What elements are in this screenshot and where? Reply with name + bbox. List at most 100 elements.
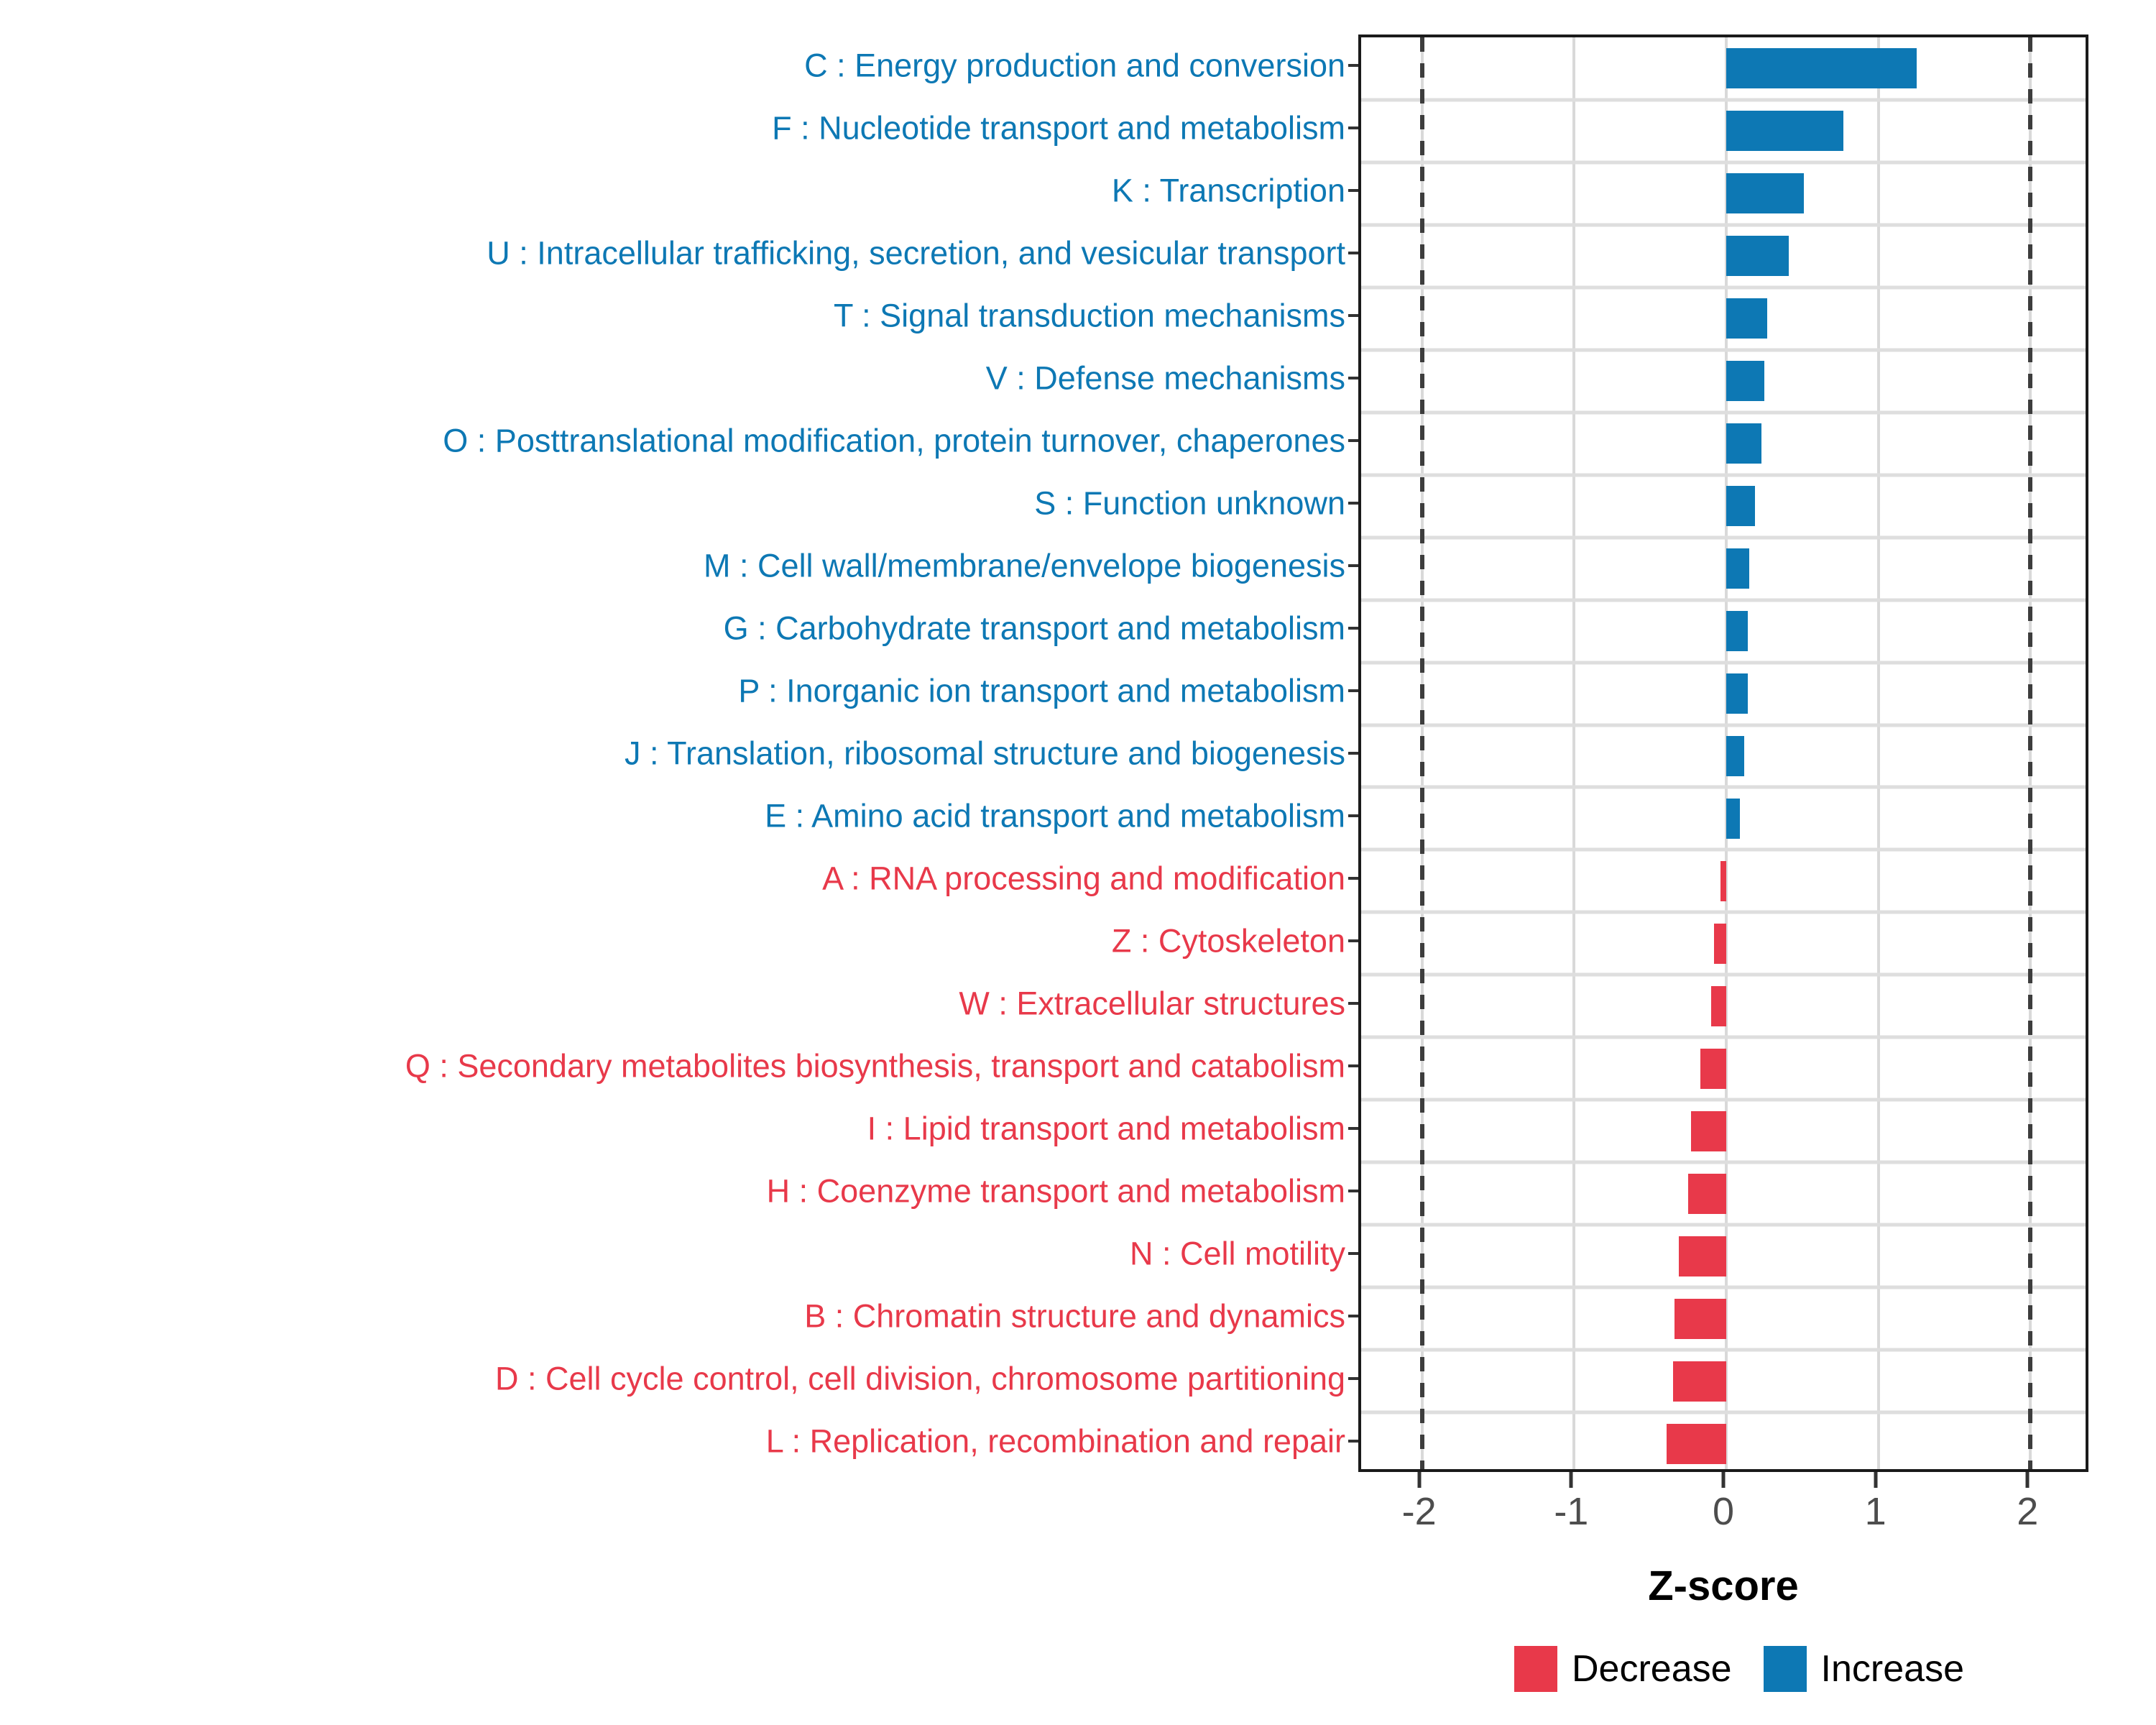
bar — [1726, 236, 1789, 277]
category-label: F : Nucleotide transport and metabolism — [772, 109, 1345, 147]
bar — [1726, 673, 1748, 714]
plot-panel — [1358, 34, 2088, 1472]
gridline-horizontal — [1361, 1160, 2086, 1164]
gridline-horizontal — [1361, 285, 2086, 290]
y-axis-tick — [1348, 1001, 1358, 1005]
gridline-vertical — [1876, 37, 1880, 1469]
category-label: W : Extracellular structures — [959, 985, 1345, 1022]
x-axis-tick — [1874, 1472, 1878, 1488]
bar — [1726, 486, 1756, 527]
gridline-horizontal — [1361, 1035, 2086, 1039]
category-label: L : Replication, recombination and repai… — [765, 1422, 1345, 1460]
bar — [1726, 173, 1804, 214]
gridline-horizontal — [1361, 598, 2086, 602]
gridline-horizontal — [1361, 348, 2086, 352]
y-axis-tick — [1348, 64, 1358, 68]
bar — [1720, 860, 1726, 901]
bar — [1710, 985, 1726, 1026]
x-axis-tick-label: -1 — [1554, 1490, 1589, 1533]
x-axis-tick-label: 0 — [1712, 1490, 1735, 1533]
gridline-horizontal — [1361, 473, 2086, 477]
gridline-horizontal — [1361, 1348, 2086, 1352]
category-label: T : Signal transduction mechanisms — [833, 297, 1345, 334]
bar — [1714, 923, 1726, 964]
bar — [1726, 548, 1749, 589]
category-label: Q : Secondary metabolites biosynthesis, … — [405, 1047, 1345, 1085]
category-label: G : Carbohydrate transport and metabolis… — [723, 610, 1345, 647]
bar — [1726, 48, 1917, 89]
gridline-horizontal — [1361, 1285, 2086, 1289]
y-axis-tick — [1348, 1439, 1358, 1443]
y-axis-tick — [1348, 1376, 1358, 1380]
bar — [1726, 611, 1748, 652]
category-label: E : Amino acid transport and metabolism — [765, 797, 1345, 834]
legend-item[interactable]: Decrease — [1514, 1646, 1732, 1692]
category-label: P : Inorganic ion transport and metaboli… — [738, 672, 1345, 709]
y-axis-tick — [1348, 752, 1358, 755]
x-axis-tick-label: -2 — [1401, 1490, 1437, 1533]
category-label: S : Function unknown — [1034, 484, 1345, 522]
x-axis-tick-label: 2 — [2017, 1490, 2039, 1533]
gridline-horizontal — [1361, 785, 2086, 789]
category-label: N : Cell motility — [1129, 1235, 1345, 1272]
bar — [1726, 361, 1764, 402]
bar — [1700, 1048, 1726, 1089]
category-label: B : Chromatin structure and dynamics — [804, 1297, 1345, 1335]
bar — [1667, 1423, 1726, 1464]
legend-swatch — [1763, 1646, 1807, 1692]
gridline-horizontal — [1361, 1098, 2086, 1102]
plot-panel-inner — [1361, 37, 2086, 1469]
y-axis-tick — [1348, 502, 1358, 505]
y-axis-tick — [1348, 314, 1358, 318]
gridline-horizontal — [1361, 910, 2086, 914]
chart-legend: Decrease Increase — [1358, 1640, 2120, 1698]
y-axis-tick — [1348, 189, 1358, 193]
category-label: C : Energy production and conversion — [804, 47, 1345, 84]
y-axis-tick — [1348, 126, 1358, 130]
category-label: D : Cell cycle control, cell division, c… — [495, 1360, 1345, 1397]
category-label: A : RNA processing and modification — [822, 860, 1345, 897]
bar — [1726, 111, 1843, 152]
x-axis-tick — [2025, 1472, 2030, 1488]
x-axis-tick — [1721, 1472, 1726, 1488]
y-axis-tick — [1348, 689, 1358, 693]
category-label: O : Posttranslational modification, prot… — [443, 422, 1345, 459]
y-axis-tick — [1348, 1189, 1358, 1192]
y-axis-tick — [1348, 1126, 1358, 1130]
legend-item[interactable]: Increase — [1763, 1646, 1964, 1692]
category-label: K : Transcription — [1111, 172, 1345, 209]
category-label: M : Cell wall/membrane/envelope biogenes… — [704, 547, 1345, 584]
gridline-horizontal — [1361, 847, 2086, 852]
reference-line — [2028, 37, 2033, 1469]
gridline-horizontal — [1361, 98, 2086, 102]
reference-line — [1419, 37, 1424, 1469]
bar — [1726, 298, 1768, 339]
category-label: H : Coenzyme transport and metabolism — [766, 1172, 1345, 1210]
x-axis-title: Z-score — [1648, 1563, 1799, 1609]
y-axis-tick — [1348, 564, 1358, 568]
x-axis-tick — [1417, 1472, 1422, 1488]
category-label: J : Translation, ribosomal structure and… — [624, 735, 1345, 772]
y-axis-tick — [1348, 252, 1358, 255]
x-axis: -2 -1 0 1 2 — [1358, 1472, 2088, 1565]
y-axis-tick — [1348, 1251, 1358, 1255]
bar — [1672, 1361, 1726, 1402]
y-axis-tick — [1348, 814, 1358, 817]
gridline-vertical — [1572, 37, 1576, 1469]
gridline-horizontal — [1361, 535, 2086, 540]
gridline-horizontal — [1361, 160, 2086, 165]
gridline-horizontal — [1361, 661, 2086, 665]
category-label: Z : Cytoskeleton — [1111, 922, 1345, 960]
legend-label: Decrease — [1571, 1648, 1732, 1690]
category-label-column: C : Energy production and conversion F : … — [0, 34, 1358, 1472]
y-axis-tick — [1348, 377, 1358, 380]
y-axis-tick — [1348, 939, 1358, 942]
gridline-horizontal — [1361, 723, 2086, 727]
legend-swatch — [1514, 1646, 1557, 1692]
gridline-horizontal — [1361, 972, 2086, 977]
y-axis-tick — [1348, 627, 1358, 630]
category-label: V : Defense mechanisms — [985, 359, 1345, 397]
x-axis-tick — [1569, 1472, 1573, 1488]
bar — [1726, 798, 1741, 839]
